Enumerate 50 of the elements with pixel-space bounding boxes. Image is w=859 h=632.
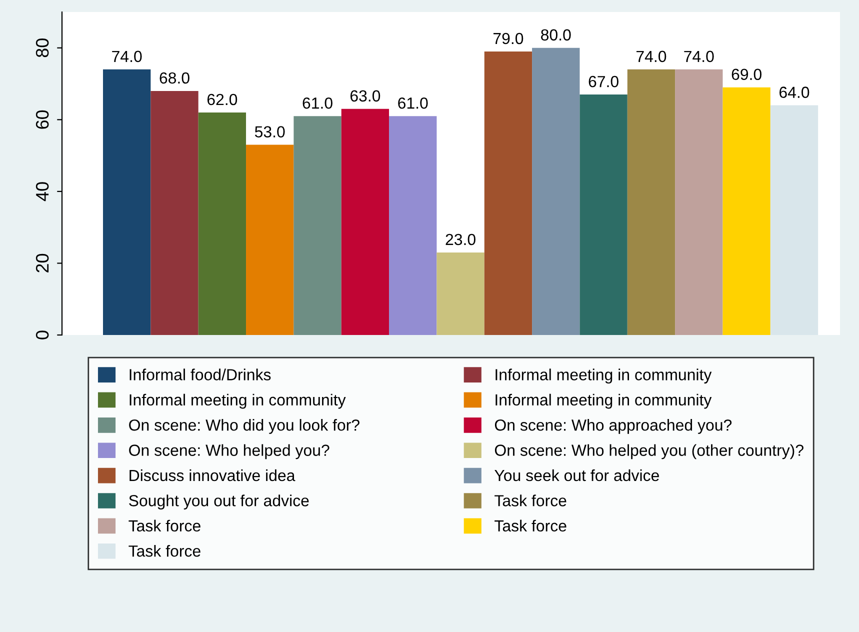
bar (150, 90, 198, 335)
legend-label: Informal meeting in community (496, 368, 712, 384)
y-tick-label: 40 (36, 182, 49, 202)
y-tick-label: 80 (36, 38, 49, 58)
legend-label: On scene: Who helped you? (129, 444, 330, 460)
data-label: 64.0 (780, 86, 810, 98)
legend-label: Informal food/Drinks (130, 368, 271, 380)
bar (389, 116, 437, 335)
bar (294, 116, 342, 335)
bar (436, 252, 484, 335)
data-label: 74.0 (684, 50, 714, 62)
data-label: 61.0 (398, 97, 428, 109)
data-label: 67.0 (588, 76, 618, 88)
data-label: 69.0 (732, 68, 762, 80)
legend-label: Discuss innovative idea (130, 469, 296, 482)
data-label: 53.0 (254, 126, 285, 138)
bar (770, 105, 818, 335)
bar (675, 69, 723, 335)
legend-label: Task force (494, 520, 566, 532)
bar (103, 69, 151, 335)
bar (246, 144, 294, 335)
y-tick-label: 20 (36, 254, 49, 272)
legend-label: On scene: Who helped you (other country)? (494, 444, 804, 460)
legend-label: Task force (494, 494, 566, 506)
y-tick-label: 60 (36, 110, 49, 129)
bar (627, 69, 676, 335)
legend-label: Sought you out for advice (129, 494, 309, 510)
legend-label: You seek out for advice (494, 469, 659, 482)
data-label: 68.0 (160, 72, 190, 84)
bar (198, 112, 246, 335)
data-label: 23.0 (446, 234, 476, 246)
y-tick-label: 0 (36, 330, 49, 340)
bar (484, 51, 532, 335)
bar (532, 48, 580, 335)
data-label: 74.0 (112, 50, 142, 62)
legend-label: On scene: Who did you look for? (129, 419, 360, 434)
legend-label: Task force (128, 545, 200, 557)
data-label: 79.0 (493, 32, 524, 44)
data-label: 74.0 (636, 50, 666, 62)
legend-label: Task force (128, 520, 200, 532)
legend-label: On scene: Who approached you? (494, 419, 732, 434)
data-label: 62.0 (207, 94, 238, 106)
bar (580, 94, 628, 335)
legend-label: Informal meeting in community (496, 394, 712, 409)
data-label: 80.0 (541, 29, 571, 41)
bar (722, 87, 770, 335)
data-label: 61.0 (302, 97, 332, 109)
bar (341, 108, 390, 335)
legend-label: Informal meeting in community (130, 394, 346, 409)
data-label: 63.0 (350, 90, 380, 102)
